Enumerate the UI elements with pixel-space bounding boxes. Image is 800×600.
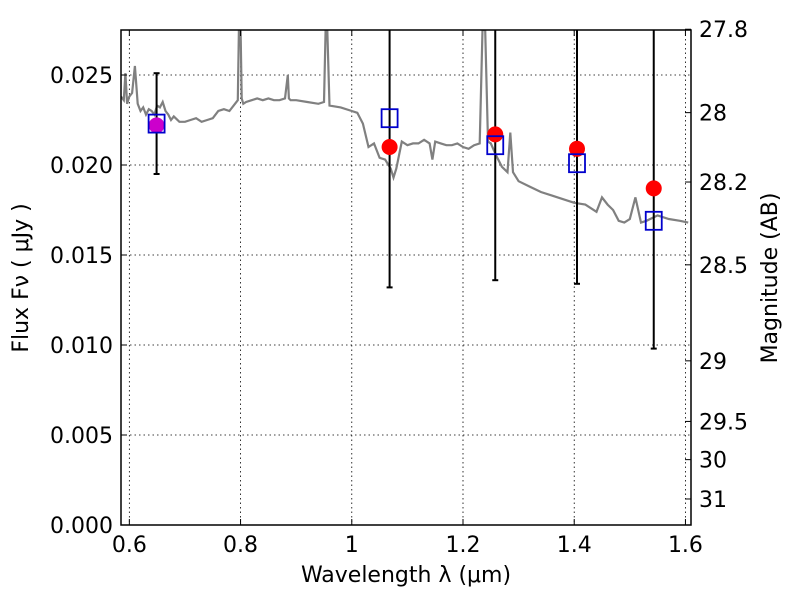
y-tick-label: 0.005 <box>50 424 113 449</box>
model-square <box>380 108 399 129</box>
x-axis: 0.6 0.8 1 1.2 1.4 1.6 <box>112 30 703 558</box>
y-axis: 0.000 0.005 0.010 0.015 0.020 0.025 <box>50 64 127 539</box>
y-tick-label: 0.025 <box>50 64 113 89</box>
spectrum-line <box>121 30 689 225</box>
x-tick-label: 1 <box>345 533 359 558</box>
plot-frame <box>120 29 692 526</box>
observed-point <box>645 180 662 197</box>
spectrum-series <box>121 30 689 225</box>
y-tick-label: 0.010 <box>50 334 113 359</box>
model-square <box>644 210 663 231</box>
right-magnitude-axis: 27.8 28 28.2 28.5 29 29.5 30 31 <box>685 18 748 513</box>
model-square <box>486 135 505 156</box>
y-tick-label: 0.015 <box>50 244 113 269</box>
error-bars <box>153 30 657 350</box>
right-tick-label: 28.2 <box>699 171 748 196</box>
observed-point <box>148 117 165 134</box>
x-tick-label: 1.2 <box>446 533 481 558</box>
right-tick-label: 29.5 <box>699 410 748 435</box>
observed-point <box>487 126 504 143</box>
x-tick-label: 1.4 <box>557 533 592 558</box>
x-axis-label: Wavelength λ (μm) <box>301 563 511 588</box>
model-band-squares <box>147 108 663 231</box>
model-square <box>147 113 166 134</box>
x-tick-label: 0.8 <box>223 533 258 558</box>
observed-point <box>569 140 585 157</box>
right-tick-label: 31 <box>699 488 727 513</box>
right-tick-label: 28.5 <box>699 254 748 279</box>
grid <box>121 30 691 525</box>
x-tick-label: 1.6 <box>668 533 703 558</box>
right-tick-label: 30 <box>699 449 727 474</box>
x-tick-label: 0.6 <box>112 533 147 558</box>
y-axis-label: Flux Fν ( μJy ) <box>9 203 34 352</box>
y-tick-label: 0.020 <box>50 154 113 179</box>
right-tick-label: 29 <box>699 350 727 375</box>
observed-point <box>381 139 398 155</box>
model-square <box>568 153 586 174</box>
y-tick-label: 0.000 <box>50 514 113 539</box>
right-tick-label: 28 <box>699 102 727 127</box>
right-axis-label: Magnitude (AB) <box>758 193 783 364</box>
right-tick-label: 27.8 <box>699 18 748 43</box>
observed-points <box>148 117 662 197</box>
